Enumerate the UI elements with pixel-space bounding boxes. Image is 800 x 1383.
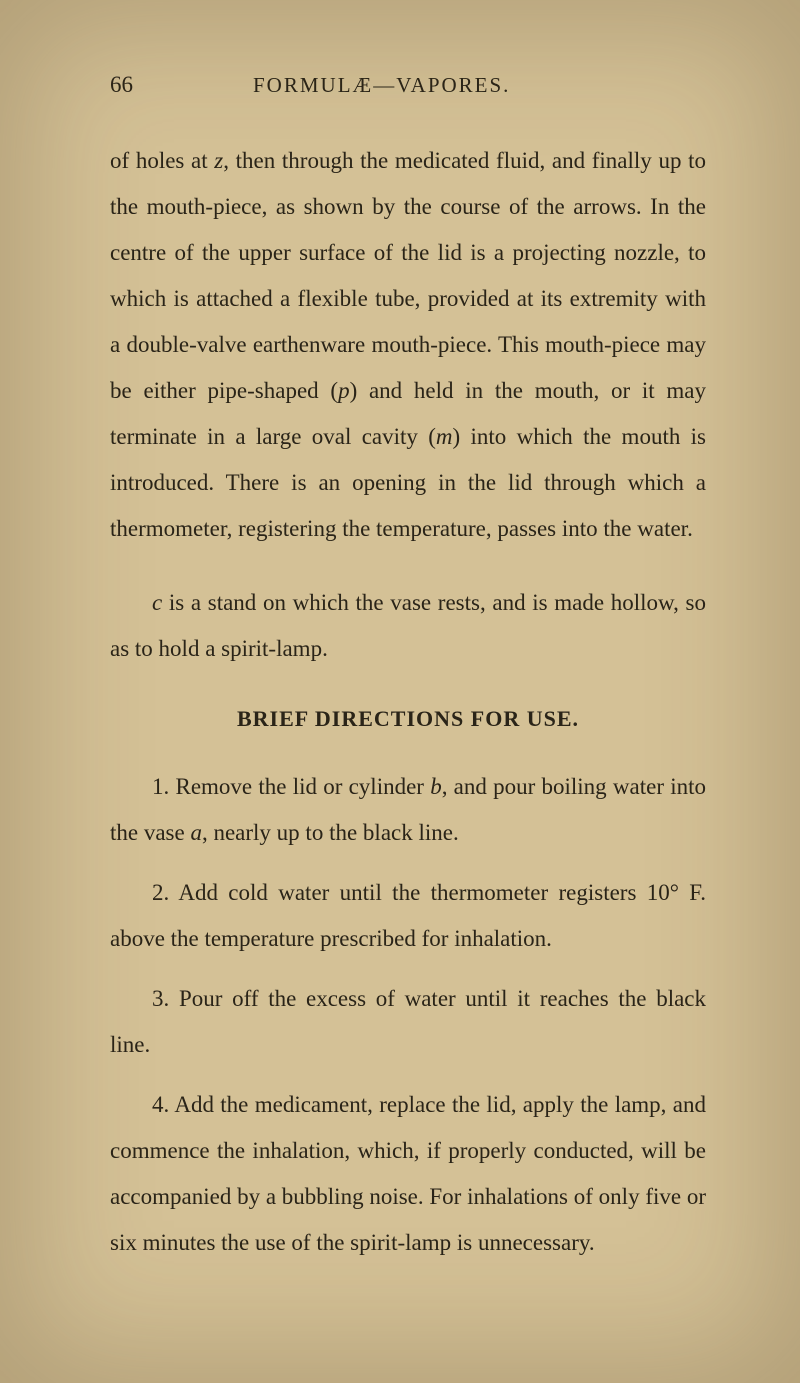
variable-a: a (190, 820, 202, 845)
text-fragment: , nearly up to the black line. (202, 820, 459, 845)
direction-item-1: 1. Remove the lid or cylinder b, and pou… (110, 764, 706, 856)
page-number: 66 (110, 72, 133, 98)
text-fragment: 1. Remove the lid or cylinder (152, 774, 430, 799)
variable-z: z (214, 148, 223, 173)
paragraph-1: of holes at z, then through the medicate… (110, 138, 706, 552)
text-fragment: is a stand on which the vase rests, and … (110, 590, 706, 661)
variable-b: b (430, 774, 442, 799)
variable-m: m (436, 424, 453, 449)
variable-p: p (338, 378, 350, 403)
direction-item-2: 2. Add cold water until the thermometer … (110, 870, 706, 962)
text-fragment: , then through the medicated fluid, and … (110, 148, 706, 403)
paragraph-2: c is a stand on which the vase rests, an… (110, 580, 706, 672)
section-heading: BRIEF DIRECTIONS FOR USE. (110, 706, 706, 732)
text-fragment: of holes at (110, 148, 214, 173)
variable-c: c (152, 590, 162, 615)
page-header: 66 FORMULÆ—VAPORES. (110, 72, 706, 98)
page-title: FORMULÆ—VAPORES. (253, 73, 510, 98)
direction-item-4: 4. Add the medicament, replace the lid, … (110, 1082, 706, 1266)
direction-item-3: 3. Pour off the excess of water until it… (110, 976, 706, 1068)
